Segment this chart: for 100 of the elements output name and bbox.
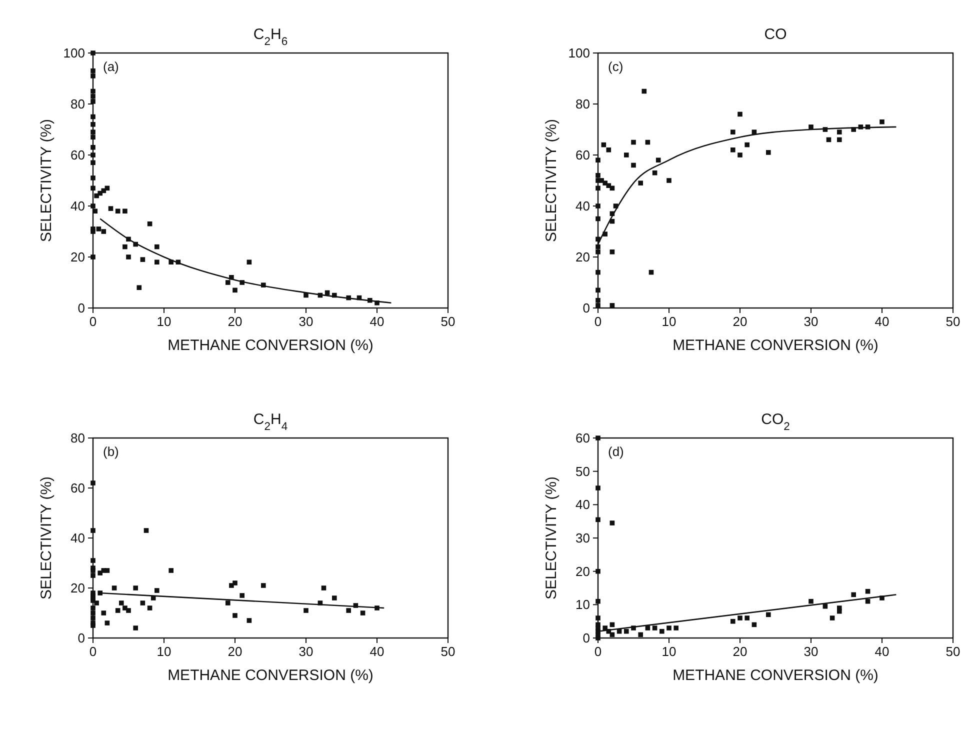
point (744, 142, 750, 148)
point (246, 260, 252, 264)
point (304, 608, 308, 613)
point (631, 140, 636, 145)
point (90, 74, 96, 78)
point (826, 137, 832, 142)
point (90, 94, 96, 99)
point (808, 598, 814, 604)
point (104, 186, 110, 191)
point (140, 600, 146, 606)
point (752, 622, 757, 628)
point (346, 608, 351, 613)
point (596, 598, 600, 604)
point (154, 588, 160, 593)
point (601, 142, 606, 148)
point (232, 580, 238, 586)
point (596, 158, 600, 162)
point (226, 600, 230, 606)
point (865, 588, 870, 594)
x-tick-label: 30 (298, 314, 314, 329)
point (730, 130, 736, 134)
point (674, 626, 678, 630)
x-axis-title: METHANE CONVERSION (%) (672, 667, 878, 684)
point (638, 632, 643, 638)
x-tick-label: 40 (370, 314, 384, 329)
point (610, 632, 615, 638)
point (229, 583, 234, 588)
point (631, 162, 636, 168)
y-axis-title: SELECTIVITY (%) (543, 476, 560, 600)
point (730, 618, 736, 624)
point (98, 570, 102, 576)
point (596, 568, 600, 574)
point (360, 610, 366, 616)
y-tick-label: 100 (568, 46, 590, 60)
point (610, 186, 615, 191)
point (90, 186, 96, 191)
y-tick-label: 0 (582, 300, 590, 316)
point (837, 137, 842, 142)
point (101, 229, 106, 234)
point (90, 528, 96, 533)
y-tick-label: 60 (70, 148, 85, 162)
point (638, 180, 643, 186)
x-tick-label: 0 (89, 644, 97, 659)
point (610, 520, 615, 526)
x-tick-label: 0 (594, 314, 602, 329)
point (596, 436, 600, 440)
y-tick-label: 40 (70, 198, 85, 214)
point (90, 616, 96, 620)
point (738, 152, 742, 158)
point (652, 626, 658, 630)
point (90, 204, 96, 208)
y-tick-label: 60 (576, 148, 590, 162)
point (596, 204, 600, 208)
point (119, 600, 124, 606)
x-tick-label: 20 (228, 644, 242, 659)
point (90, 68, 96, 74)
point (90, 134, 96, 140)
y-tick-label: 20 (70, 250, 85, 264)
point (660, 628, 664, 634)
point (321, 586, 326, 590)
point (232, 613, 238, 618)
point (766, 612, 771, 618)
point (596, 636, 600, 640)
annotation: (b) (103, 444, 119, 459)
point (624, 628, 629, 634)
point (90, 568, 96, 573)
y-tick-label: 10 (576, 597, 590, 612)
y-tick-label: 0 (78, 630, 85, 646)
y-tick-label: 40 (576, 497, 590, 512)
x-tick-label: 30 (298, 644, 314, 659)
point (90, 144, 96, 150)
x-tick-label: 30 (804, 314, 818, 329)
point (246, 618, 252, 623)
x-tick-label: 20 (732, 644, 748, 659)
point (730, 148, 736, 152)
point (126, 254, 131, 260)
point (154, 260, 160, 264)
point (738, 112, 742, 117)
point (837, 608, 842, 614)
point (596, 250, 600, 254)
x-tick-label: 20 (732, 314, 748, 329)
point (602, 626, 608, 630)
chart-title: CO$_{2}$ (761, 411, 790, 433)
point (304, 292, 308, 298)
point (150, 596, 156, 600)
point (90, 623, 96, 628)
point (808, 124, 814, 130)
y-tick-label: 100 (63, 46, 85, 60)
point (101, 610, 106, 616)
point (226, 280, 230, 285)
x-axis-title: METHANE CONVERSION (%) (168, 337, 374, 354)
y-tick-label: 40 (576, 198, 590, 214)
point (865, 598, 870, 604)
point (610, 303, 615, 308)
point (324, 290, 330, 296)
point (90, 88, 96, 94)
point (596, 616, 600, 620)
point (90, 573, 96, 578)
point (122, 606, 128, 610)
x-tick-label: 0 (89, 314, 97, 329)
